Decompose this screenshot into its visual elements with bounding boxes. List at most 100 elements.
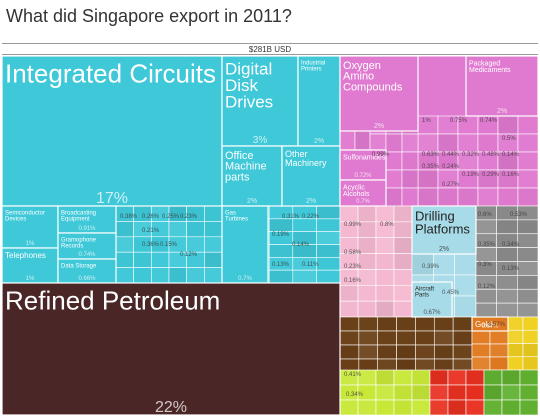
cell-share: 0.41% bbox=[344, 372, 362, 378]
misc-cell bbox=[429, 399, 449, 415]
tile-label: Digital bbox=[225, 59, 272, 78]
misc-cell bbox=[375, 284, 395, 302]
cell-share: 0.58% bbox=[344, 250, 362, 256]
metals-cell bbox=[489, 330, 509, 345]
misc-cell bbox=[375, 237, 395, 254]
misc-cell bbox=[393, 269, 413, 286]
machinery-cell bbox=[292, 218, 317, 232]
cell-share: 0.3% bbox=[478, 262, 492, 268]
cell-share: 0.27% bbox=[442, 182, 460, 188]
metals-cell bbox=[471, 356, 491, 371]
misc-cell bbox=[411, 369, 431, 386]
tile-share: 2% bbox=[247, 198, 257, 205]
chemicals-cell bbox=[339, 130, 356, 151]
chemicals-cell bbox=[517, 169, 538, 189]
misc-cell bbox=[429, 369, 449, 386]
machinery-cell bbox=[186, 221, 205, 238]
misc-cell bbox=[339, 399, 359, 415]
tile-share: 2% bbox=[374, 123, 384, 130]
misc-cell bbox=[393, 300, 413, 318]
tile-share: 2% bbox=[314, 138, 324, 145]
cell-share: 0.14% bbox=[502, 152, 520, 158]
cell-share: 0.39% bbox=[422, 264, 440, 270]
chemicals-cell bbox=[369, 133, 387, 153]
chemicals-cell bbox=[417, 169, 439, 189]
machinery-cell bbox=[268, 244, 294, 258]
instruments-cell bbox=[517, 275, 538, 290]
tile-label: Telephones bbox=[5, 251, 46, 260]
metals-cell bbox=[522, 329, 538, 344]
machinery-cell bbox=[316, 269, 341, 284]
total-value-bar: $281B USD bbox=[2, 43, 538, 55]
cell-share: 0.38% bbox=[120, 214, 138, 220]
tile-label: Turbines bbox=[225, 216, 248, 222]
tile-label: Industrial bbox=[301, 60, 325, 66]
cell-share: 0.5% bbox=[502, 136, 516, 142]
instruments-cell bbox=[475, 288, 497, 304]
page-title: What did Singapore export in 2011? bbox=[6, 6, 292, 26]
tile-share: 2% bbox=[306, 198, 316, 205]
machinery-cell bbox=[186, 236, 205, 253]
machinery-cell bbox=[115, 236, 134, 253]
metals-cell bbox=[522, 316, 538, 331]
tile-label: Other bbox=[285, 149, 308, 159]
misc-cell bbox=[447, 384, 467, 401]
metals-cell bbox=[471, 330, 491, 345]
misc-cell bbox=[377, 316, 397, 332]
tile-label: Integrated Circuits bbox=[5, 58, 216, 88]
tile-label: Broadcasting bbox=[61, 210, 96, 216]
misc-cell bbox=[465, 369, 485, 386]
chemicals-cell bbox=[477, 133, 499, 153]
tile-rp bbox=[2, 282, 341, 415]
machinery-cell bbox=[316, 205, 341, 220]
misc-cell bbox=[447, 399, 467, 415]
tile-share: 0.74% bbox=[78, 252, 96, 258]
instruments-cell bbox=[475, 219, 497, 235]
metals-cell bbox=[489, 356, 509, 371]
machinery-cell bbox=[115, 251, 134, 268]
cell-share: 0.21% bbox=[142, 228, 160, 234]
misc-cell bbox=[393, 384, 413, 401]
misc-cell bbox=[433, 344, 454, 360]
machinery-cell bbox=[292, 269, 317, 284]
cell-share: 0.63% bbox=[422, 152, 440, 158]
tile-share: 0.67% bbox=[423, 310, 441, 316]
misc-cell bbox=[393, 205, 413, 223]
instruments-cell bbox=[496, 302, 518, 318]
misc-cell bbox=[358, 344, 379, 360]
machinery-cell bbox=[186, 267, 205, 284]
metals-cell bbox=[489, 343, 509, 358]
chemicals-cell bbox=[457, 187, 479, 207]
misc-cell bbox=[339, 205, 359, 223]
tile-gr bbox=[57, 232, 117, 260]
tile-label: Medicaments bbox=[469, 67, 511, 74]
cell-share: 0.19% bbox=[272, 232, 290, 238]
misc-cell bbox=[429, 384, 449, 401]
cell-share: 0.26% bbox=[142, 214, 160, 220]
cell-share: 0.34% bbox=[502, 242, 520, 248]
tile-label: Sulfonamides bbox=[343, 154, 386, 161]
machinery-cell bbox=[204, 205, 223, 222]
misc-cell bbox=[357, 284, 377, 302]
misc-cell bbox=[483, 384, 503, 401]
cell-share: 0.19% bbox=[462, 172, 480, 178]
instruments-cell bbox=[517, 261, 538, 276]
chemicals-cell bbox=[517, 187, 538, 207]
misc-cell bbox=[339, 284, 359, 302]
tile-dp bbox=[411, 205, 477, 255]
tile-share: 2% bbox=[497, 108, 507, 115]
cell-share: 0.23% bbox=[344, 264, 362, 270]
misc-cell bbox=[377, 344, 397, 360]
cell-share: 0.29% bbox=[482, 172, 500, 178]
cell-share: 0.25% bbox=[162, 214, 180, 220]
misc-cell bbox=[501, 384, 521, 401]
chemicals-cell bbox=[385, 169, 403, 189]
misc-cell bbox=[415, 316, 435, 332]
cell-share: 0.57% bbox=[488, 322, 506, 328]
instruments-cell bbox=[496, 247, 518, 262]
misc-cell bbox=[393, 221, 413, 239]
misc-cell bbox=[519, 369, 538, 386]
tile-label: Oxygen bbox=[343, 60, 381, 72]
misc-cell bbox=[393, 237, 413, 254]
